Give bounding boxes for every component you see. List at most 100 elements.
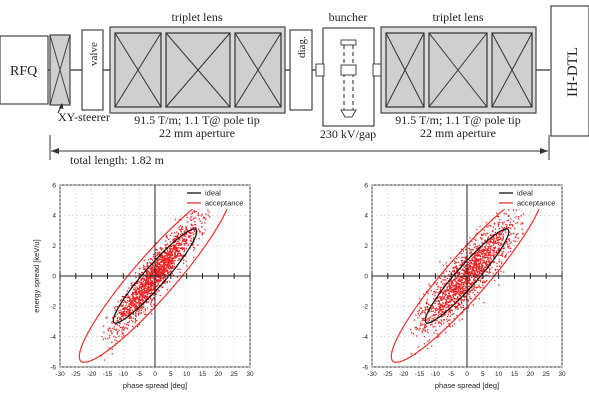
scatter-point	[450, 297, 452, 299]
scatter-point	[203, 217, 205, 220]
scatter-point	[450, 301, 452, 303]
scatter-point	[454, 290, 456, 292]
scatter-point	[490, 241, 492, 243]
scatter-point	[184, 233, 186, 235]
scatter-point	[138, 302, 141, 304]
scatter-point	[479, 258, 481, 260]
scatter-point	[182, 254, 185, 256]
scatter-point	[173, 255, 176, 258]
scatter-point	[467, 291, 469, 293]
scatter-point	[140, 293, 143, 295]
scatter-point	[476, 269, 478, 272]
scatter-point	[461, 272, 463, 274]
scatter-point	[505, 253, 507, 256]
scatter-point	[117, 316, 119, 318]
scatter-point	[135, 294, 137, 296]
scatter-point	[476, 271, 478, 273]
scatter-point	[449, 310, 451, 313]
scatter-point	[453, 318, 455, 320]
scatter-point	[488, 259, 490, 261]
scatter-point	[151, 299, 153, 302]
scatter-point	[205, 218, 207, 220]
scatter-point	[146, 293, 148, 295]
scatter-point	[155, 281, 157, 284]
scatter-point	[148, 292, 150, 294]
scatter-point	[179, 234, 182, 236]
scatter-point	[485, 263, 487, 265]
scatter-point	[461, 313, 463, 315]
scatter-point	[131, 303, 133, 305]
scatter-point	[158, 263, 160, 265]
scatter-point	[166, 263, 168, 265]
scatter-point	[457, 273, 459, 276]
scatter-point	[180, 231, 182, 233]
acceptance-ellipse	[390, 189, 544, 363]
scatter-point	[492, 261, 494, 263]
scatter-point	[139, 286, 141, 288]
legend-entry: acceptance	[517, 199, 555, 208]
y-tick-label: -6	[362, 364, 368, 371]
scatter-point	[474, 271, 476, 274]
scatter-point	[464, 272, 467, 274]
scatter-point	[498, 248, 500, 251]
scatter-point	[452, 289, 454, 292]
scatter-point	[478, 284, 480, 286]
scatter-point	[520, 223, 522, 225]
scatter-point	[127, 296, 129, 298]
scatter-point	[145, 296, 147, 298]
scatter-point	[474, 254, 476, 256]
scatter-point	[492, 247, 495, 249]
scatter-point	[423, 335, 425, 338]
scatter-point	[492, 230, 494, 233]
scatter-point	[429, 311, 431, 313]
scatter-point	[158, 254, 161, 256]
scatter-point	[510, 247, 512, 250]
scatter-point	[154, 283, 157, 285]
scatter-point	[104, 359, 106, 361]
scatter-point	[428, 283, 430, 285]
scatter-point	[161, 269, 163, 271]
scatter-point	[135, 307, 137, 309]
scatter-point	[150, 302, 152, 304]
scatter-point	[194, 229, 196, 231]
scatter-point	[417, 311, 419, 313]
scatter-point	[176, 236, 179, 238]
scatter-point	[488, 267, 490, 269]
scatter-point	[115, 329, 117, 332]
scatter-point	[191, 219, 193, 221]
scatter-point	[434, 311, 436, 313]
scatter-point	[505, 255, 507, 257]
scatter-point	[449, 270, 451, 273]
quad-cross	[234, 32, 282, 108]
scatter-point	[148, 282, 150, 285]
scatter-point	[459, 279, 461, 281]
scatter-point	[478, 259, 480, 261]
scatter-point	[151, 266, 154, 268]
scatter-point	[449, 285, 452, 287]
scatter-point	[144, 266, 146, 268]
scatter-point	[164, 262, 166, 265]
scatter-point	[476, 264, 478, 267]
scatter-point	[169, 258, 171, 260]
scatter-point	[123, 317, 125, 319]
scatter-point	[185, 233, 187, 235]
scatter-point	[153, 289, 155, 291]
scatter-point	[143, 296, 146, 298]
scatter-point	[450, 281, 452, 284]
scatter-point	[165, 258, 167, 261]
scatter-point	[462, 304, 464, 307]
scatter-point	[442, 297, 444, 299]
scatter-point	[440, 298, 442, 300]
scatter-point	[146, 272, 149, 274]
scatter-point	[497, 238, 499, 241]
scatter-point	[419, 307, 421, 309]
scatter-point	[432, 293, 434, 296]
scatter-point	[420, 322, 422, 324]
scatter-point	[118, 325, 120, 327]
scatter-point	[125, 308, 128, 310]
scatter-point	[161, 272, 163, 274]
scatter-point	[169, 241, 171, 243]
scatter-point	[463, 292, 465, 294]
triplet-right-spec-1: 91.5 T/m; 1.1 T@ pole tip	[395, 113, 521, 127]
scatter-point	[135, 297, 137, 299]
